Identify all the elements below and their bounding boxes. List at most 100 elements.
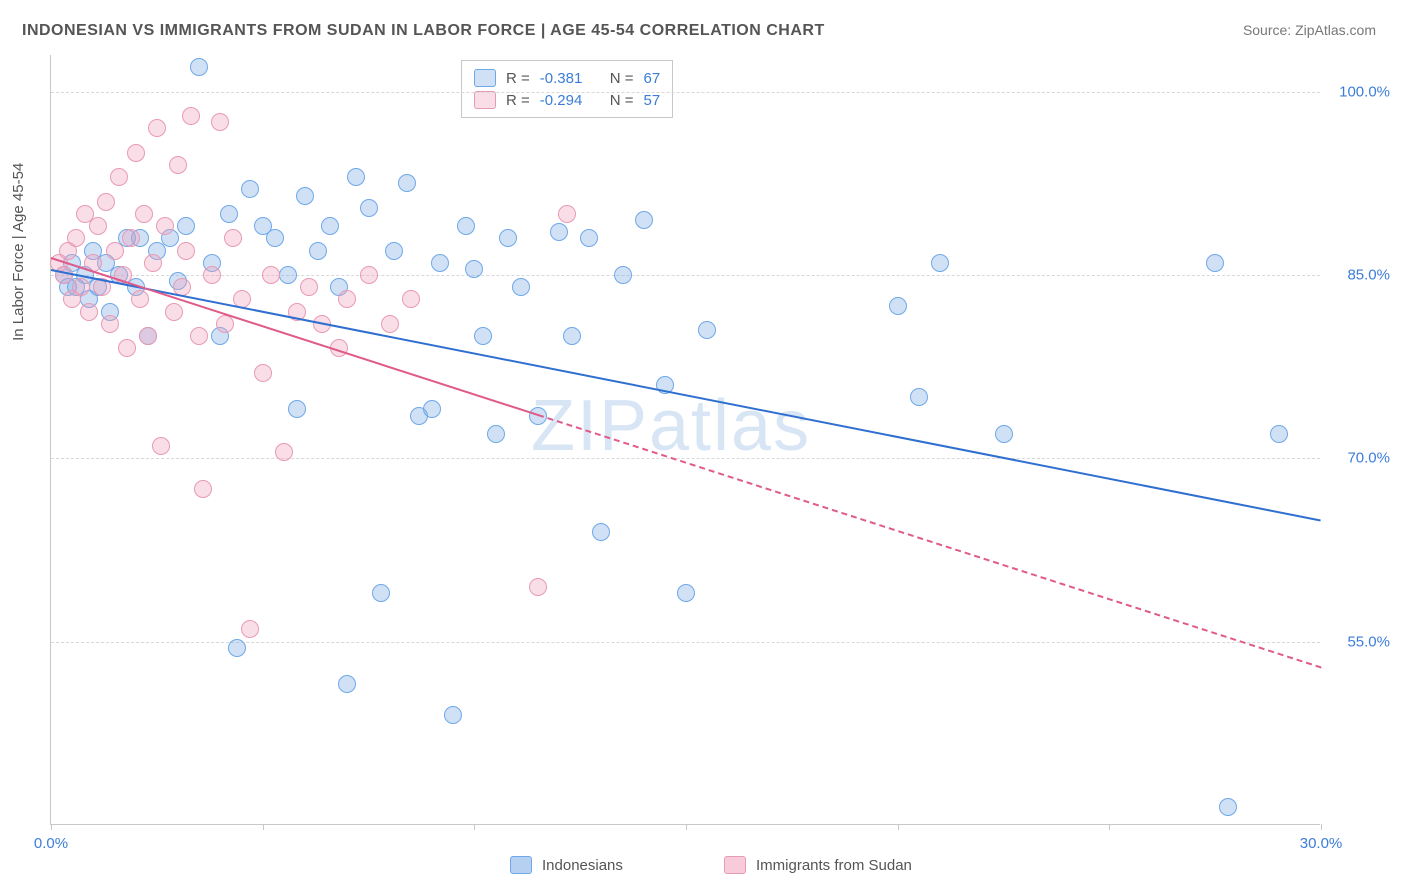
scatter-point [529, 578, 547, 596]
scatter-point [288, 400, 306, 418]
scatter-point [300, 278, 318, 296]
scatter-point [499, 229, 517, 247]
scatter-point [152, 437, 170, 455]
scatter-point [431, 254, 449, 272]
scatter-point [698, 321, 716, 339]
scatter-point [182, 107, 200, 125]
scatter-point [177, 217, 195, 235]
x-tick-mark [51, 824, 52, 830]
scatter-point [144, 254, 162, 272]
r-value: -0.381 [540, 70, 600, 87]
scatter-point [385, 242, 403, 260]
x-tick-mark [1109, 824, 1110, 830]
gridline-h [51, 92, 1320, 93]
scatter-point [563, 327, 581, 345]
scatter-point [279, 266, 297, 284]
scatter-point [275, 443, 293, 461]
scatter-point [106, 242, 124, 260]
scatter-point [203, 266, 221, 284]
scatter-point [677, 584, 695, 602]
x-tick-label: 30.0% [1300, 835, 1343, 852]
legend-stats-box: R =-0.381N =67R =-0.294N =57 [461, 60, 673, 118]
x-tick-mark [474, 824, 475, 830]
n-value: 67 [644, 70, 661, 87]
scatter-point [101, 315, 119, 333]
scatter-point [228, 639, 246, 657]
scatter-point [1219, 798, 1237, 816]
scatter-point [131, 290, 149, 308]
scatter-point [55, 266, 73, 284]
scatter-point [309, 242, 327, 260]
scatter-point [296, 187, 314, 205]
scatter-point [592, 523, 610, 541]
source-attribution: Source: ZipAtlas.com [1243, 22, 1376, 38]
scatter-point [580, 229, 598, 247]
scatter-point [550, 223, 568, 241]
scatter-point [89, 217, 107, 235]
scatter-point [148, 119, 166, 137]
scatter-point [241, 180, 259, 198]
n-label: N = [610, 92, 634, 109]
n-label: N = [610, 70, 634, 87]
scatter-point [190, 327, 208, 345]
y-tick-label: 70.0% [1330, 450, 1390, 467]
scatter-point [402, 290, 420, 308]
plot-area: ZIPatlas R =-0.381N =67R =-0.294N =57 55… [50, 55, 1320, 825]
r-value: -0.294 [540, 92, 600, 109]
legend-swatch [474, 91, 496, 109]
x-tick-mark [1321, 824, 1322, 830]
scatter-point [80, 303, 98, 321]
scatter-point [910, 388, 928, 406]
trend-line [538, 414, 1322, 668]
x-tick-mark [686, 824, 687, 830]
legend-series-label: Immigrants from Sudan [756, 857, 912, 874]
scatter-point [139, 327, 157, 345]
x-tick-label: 0.0% [34, 835, 68, 852]
scatter-point [194, 480, 212, 498]
scatter-point [931, 254, 949, 272]
legend-series-label: Indonesians [542, 857, 623, 874]
scatter-point [465, 260, 483, 278]
scatter-point [266, 229, 284, 247]
scatter-point [558, 205, 576, 223]
scatter-point [889, 297, 907, 315]
scatter-point [118, 339, 136, 357]
y-tick-label: 100.0% [1330, 83, 1390, 100]
scatter-point [338, 290, 356, 308]
scatter-point [321, 217, 339, 235]
scatter-point [97, 193, 115, 211]
scatter-point [169, 156, 187, 174]
r-label: R = [506, 70, 530, 87]
y-tick-label: 85.0% [1330, 267, 1390, 284]
scatter-point [122, 229, 140, 247]
gridline-h [51, 458, 1320, 459]
scatter-point [474, 327, 492, 345]
source-name: ZipAtlas.com [1295, 22, 1376, 38]
legend-swatch [724, 856, 746, 874]
scatter-point [127, 144, 145, 162]
scatter-point [165, 303, 183, 321]
scatter-point [177, 242, 195, 260]
source-prefix: Source: [1243, 22, 1295, 38]
scatter-point [347, 168, 365, 186]
n-value: 57 [644, 92, 661, 109]
scatter-point [512, 278, 530, 296]
scatter-point [444, 706, 462, 724]
scatter-point [262, 266, 280, 284]
scatter-point [995, 425, 1013, 443]
scatter-point [398, 174, 416, 192]
scatter-point [135, 205, 153, 223]
legend-swatch [510, 856, 532, 874]
scatter-point [216, 315, 234, 333]
legend-series-item: Immigrants from Sudan [724, 856, 912, 874]
scatter-point [72, 278, 90, 296]
scatter-point [360, 199, 378, 217]
scatter-point [487, 425, 505, 443]
scatter-point [156, 217, 174, 235]
scatter-point [254, 364, 272, 382]
scatter-point [1270, 425, 1288, 443]
chart-title: INDONESIAN VS IMMIGRANTS FROM SUDAN IN L… [22, 22, 825, 40]
legend-series-item: Indonesians [510, 856, 623, 874]
x-tick-mark [898, 824, 899, 830]
x-tick-mark [263, 824, 264, 830]
